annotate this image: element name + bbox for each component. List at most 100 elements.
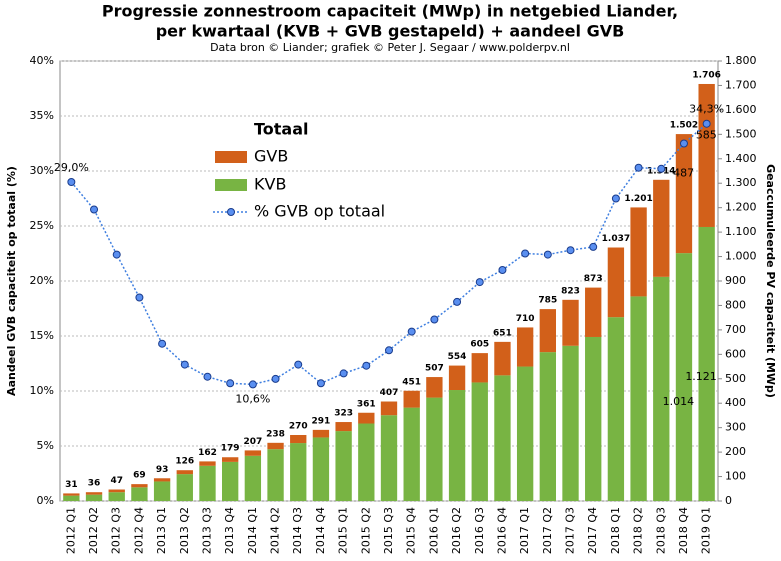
pct-marker	[90, 205, 99, 214]
bar-kvb	[267, 449, 284, 501]
bar-kvb	[448, 390, 466, 501]
y-tick-label: 0%	[37, 494, 54, 507]
pct-label: 34,3%	[689, 103, 724, 116]
x-tick-label: 2016 Q2	[450, 507, 463, 554]
bar-kvb	[176, 474, 193, 501]
bar-kvb	[607, 317, 625, 501]
bar-gvb	[675, 134, 693, 254]
y2-tick-label: 1.200	[725, 201, 757, 214]
kvb-label: 1.121	[685, 370, 717, 383]
legend-label: % GVB op totaal	[254, 202, 385, 221]
bar-gvb	[494, 341, 511, 376]
y2-tick-label: 0	[725, 494, 732, 507]
y2-tick-label: 400	[725, 396, 746, 409]
y2-tick-label: 1.600	[725, 103, 757, 116]
gvb-label: 585	[696, 128, 717, 141]
x-tick-label: 2018 Q2	[632, 507, 645, 554]
y-tick-label: 30%	[30, 164, 54, 177]
pct-marker	[385, 346, 393, 355]
pct-marker	[180, 360, 189, 369]
x-tick-label: 2014 Q2	[269, 507, 282, 554]
bar-gvb	[244, 450, 262, 456]
pct-marker	[67, 178, 76, 186]
x-tick-label: 2017 Q4	[586, 507, 599, 554]
bar-gvb	[222, 457, 239, 462]
pct-marker	[135, 293, 144, 302]
bar-gvb	[63, 493, 80, 496]
x-tick-label: 2012 Q4	[132, 507, 145, 554]
total-label: 785	[538, 296, 557, 306]
x-tick-label: 2017 Q1	[518, 507, 531, 554]
y-tick-label: 40%	[30, 54, 54, 67]
chart-title: per kwartaal (KVB + GVB gestapeld) + aan…	[156, 22, 625, 41]
bar-kvb	[222, 461, 239, 501]
total-label: 1.201	[624, 194, 652, 204]
pct-marker	[657, 164, 666, 173]
bar-kvb	[131, 487, 148, 501]
x-tick-label: 2016 Q3	[473, 507, 486, 554]
total-label: 451	[402, 377, 421, 387]
bar-kvb	[630, 296, 647, 501]
bar-kvb	[244, 455, 262, 501]
y2-tick-label: 900	[725, 274, 746, 287]
pct-marker	[475, 278, 484, 287]
total-label: 126	[175, 457, 194, 467]
pct-marker	[498, 266, 507, 274]
total-label: 47	[110, 476, 123, 486]
bar-gvb	[607, 247, 625, 318]
bar-gvb	[199, 461, 216, 466]
x-tick-label: 2018 Q4	[677, 507, 690, 554]
bar-kvb	[698, 226, 715, 501]
x-tick-label: 2015 Q2	[359, 507, 372, 554]
total-label: 823	[561, 286, 580, 296]
y2-tick-label: 1.800	[725, 54, 757, 67]
pct-marker	[543, 250, 552, 259]
y2-tick-label: 100	[725, 470, 746, 483]
bar-gvb	[403, 390, 420, 408]
bar-kvb	[539, 352, 556, 501]
total-label: 361	[357, 399, 376, 409]
bar-gvb	[471, 353, 488, 383]
total-label: 291	[312, 416, 331, 426]
total-label: 323	[334, 409, 353, 419]
pct-marker	[430, 315, 439, 324]
bar-gvb	[358, 412, 375, 424]
x-tick-label: 2012 Q3	[110, 507, 123, 554]
y2-tick-label: 800	[725, 298, 746, 311]
y2-tick-label: 600	[725, 347, 746, 360]
y2-tick-label: 500	[725, 372, 746, 385]
legend-swatch	[215, 151, 247, 163]
x-tick-label: 2013 Q4	[223, 507, 236, 554]
pct-marker	[271, 374, 280, 383]
bar-kvb	[153, 481, 171, 501]
total-label: 69	[133, 471, 146, 481]
y2-tick-label: 1.300	[725, 176, 757, 189]
y-axis-title: Aandeel GVB capaciteit op totaal (%)	[5, 166, 18, 396]
y2-tick-label: 1.100	[725, 225, 757, 238]
bar-kvb	[471, 382, 488, 501]
bar-kvb	[335, 431, 352, 501]
total-label: 1.037	[602, 234, 630, 244]
x-tick-label: 2019 Q1	[700, 507, 713, 554]
pct-marker	[566, 246, 575, 255]
bar-kvb	[403, 407, 420, 501]
bar-gvb	[312, 429, 330, 438]
x-tick-label: 2016 Q4	[495, 507, 508, 554]
x-tick-label: 2014 Q3	[291, 507, 304, 554]
bar-gvb	[85, 492, 103, 495]
bar-kvb	[585, 336, 602, 501]
bar-gvb	[698, 83, 715, 227]
kvb-label: 1.014	[663, 395, 695, 408]
subtitle: Data bron © Liander; grafiek © Peter J. …	[210, 41, 570, 54]
bar-gvb	[335, 422, 352, 432]
total-label: 31	[65, 480, 78, 490]
y2-tick-label: 1.400	[725, 152, 757, 165]
pct-marker	[294, 360, 303, 369]
bar-kvb	[675, 253, 693, 501]
bar-gvb	[426, 377, 443, 398]
y-tick-label: 25%	[30, 219, 54, 232]
x-tick-label: 2013 Q2	[178, 507, 191, 554]
bar-gvb	[448, 365, 466, 391]
y2-axis-title: Geaccumuleerde PV capaciteit (MWp)	[764, 164, 777, 398]
